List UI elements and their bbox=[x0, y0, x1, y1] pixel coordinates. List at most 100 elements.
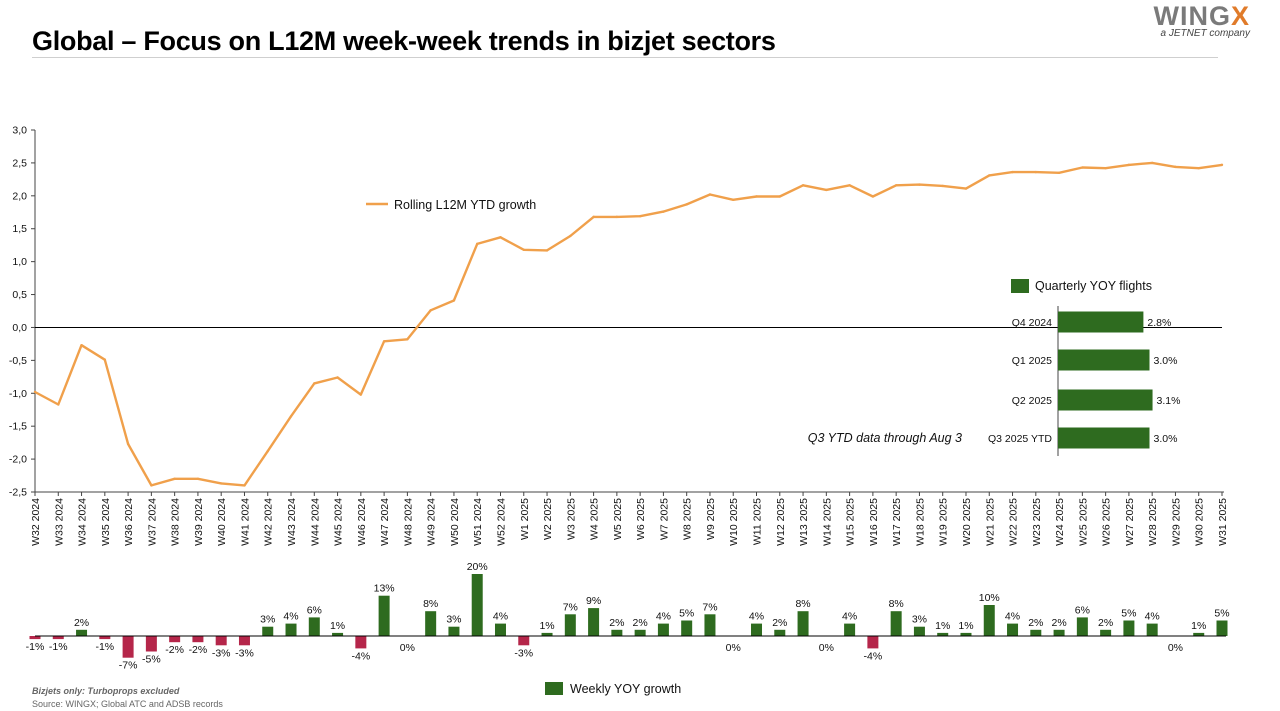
weekly-value-label: 0% bbox=[400, 642, 415, 654]
x-tick-label: W17 2025 bbox=[891, 498, 903, 546]
weekly-value-label: 4% bbox=[1005, 611, 1020, 623]
x-tick-label: W16 2025 bbox=[868, 498, 880, 546]
weekly-bar bbox=[704, 614, 716, 636]
line-point bbox=[150, 484, 153, 487]
legend-label-line: Rolling L12M YTD growth bbox=[394, 198, 536, 212]
weekly-value-label: -2% bbox=[189, 644, 208, 656]
line-point bbox=[569, 234, 572, 238]
x-tick-label: W42 2024 bbox=[263, 498, 275, 546]
footnote: Bizjets only: Turboprops excluded bbox=[32, 686, 180, 696]
line-point bbox=[894, 184, 898, 187]
weekly-bar bbox=[29, 636, 41, 640]
weekly-value-label: -4% bbox=[351, 650, 370, 662]
line-point bbox=[452, 299, 456, 302]
line-point bbox=[685, 203, 688, 206]
line-point bbox=[1034, 170, 1038, 174]
x-tick-label: W28 2025 bbox=[1147, 498, 1159, 546]
weekly-bar bbox=[844, 623, 856, 636]
line-point bbox=[313, 382, 316, 385]
line-point bbox=[289, 415, 293, 418]
x-tick-label: W12 2025 bbox=[775, 498, 787, 546]
line-point bbox=[126, 442, 130, 446]
line-point bbox=[545, 249, 549, 252]
weekly-bar bbox=[1123, 620, 1135, 636]
quarter-value-label: 3.0% bbox=[1154, 433, 1178, 445]
x-tick-label: W13 2025 bbox=[798, 498, 810, 546]
x-tick-label: W39 2024 bbox=[193, 498, 205, 546]
line-point bbox=[382, 340, 386, 343]
line-point bbox=[359, 393, 363, 396]
line-point bbox=[871, 195, 875, 198]
weekly-value-label: 5% bbox=[1214, 608, 1229, 620]
weekly-bar bbox=[169, 636, 181, 643]
weekly-value-label: 4% bbox=[749, 611, 764, 623]
weekly-bar bbox=[774, 629, 786, 636]
x-tick-label: W23 2025 bbox=[1031, 498, 1043, 546]
line-point bbox=[708, 193, 712, 196]
y-tick-label: 3,0 bbox=[12, 125, 27, 137]
weekly-bar bbox=[890, 611, 902, 636]
quarter-category-label: Q2 2025 bbox=[1012, 395, 1052, 407]
line-point bbox=[1174, 165, 1177, 169]
weekly-bar bbox=[425, 611, 437, 636]
x-tick-label: W6 2025 bbox=[635, 498, 647, 540]
weekly-bar bbox=[1007, 623, 1019, 636]
weekly-value-label: 9% bbox=[586, 595, 601, 607]
series-line-rolling-l12m bbox=[34, 161, 1223, 487]
legend-swatch-quarterly bbox=[1011, 279, 1029, 293]
x-tick-label: W31 2025 bbox=[1217, 498, 1229, 546]
weekly-bar bbox=[960, 632, 972, 636]
x-tick-label: W19 2025 bbox=[938, 498, 950, 546]
x-tick-label: W33 2024 bbox=[53, 498, 65, 546]
line-point bbox=[476, 242, 479, 246]
line-point bbox=[266, 449, 269, 453]
legend-swatch-weekly bbox=[545, 682, 563, 695]
x-tick-label: W40 2024 bbox=[216, 498, 228, 546]
line-point bbox=[243, 484, 246, 487]
x-tick-label: W50 2024 bbox=[449, 498, 461, 546]
weekly-value-label: 2% bbox=[1028, 617, 1043, 629]
weekly-value-label: 3% bbox=[912, 614, 927, 626]
y-tick-label: -1,0 bbox=[9, 388, 27, 400]
x-tick-label: W48 2024 bbox=[402, 498, 414, 546]
weekly-value-label: 6% bbox=[307, 604, 322, 616]
line-point bbox=[1081, 166, 1084, 169]
weekly-bar bbox=[145, 636, 157, 652]
x-tick-label: W8 2025 bbox=[682, 498, 694, 540]
weekly-value-label: 4% bbox=[1145, 611, 1160, 623]
weekly-bar bbox=[238, 636, 250, 646]
logo-tagline: a JETNET company bbox=[1160, 28, 1250, 39]
weekly-value-label: 13% bbox=[374, 583, 395, 595]
line-point bbox=[1127, 163, 1131, 167]
weekly-bar bbox=[215, 636, 227, 646]
line-point bbox=[1104, 166, 1107, 170]
line-point bbox=[1011, 170, 1014, 174]
weekly-bar bbox=[76, 629, 88, 636]
line-point bbox=[33, 390, 37, 394]
weekly-value-label: -7% bbox=[119, 660, 138, 672]
weekly-bar bbox=[983, 605, 995, 636]
weekly-value-label: 0% bbox=[1168, 642, 1183, 654]
line-point bbox=[592, 215, 595, 219]
x-tick-label: W15 2025 bbox=[845, 498, 857, 546]
weekly-value-label: -3% bbox=[514, 647, 533, 659]
quarter-category-label: Q1 2025 bbox=[1012, 355, 1052, 367]
weekly-value-label: 4% bbox=[493, 611, 508, 623]
y-tick-label: -2,0 bbox=[9, 454, 27, 466]
y-tick-label: 1,5 bbox=[12, 223, 27, 235]
y-tick-label: 2,5 bbox=[12, 157, 27, 169]
weekly-value-label: 3% bbox=[446, 614, 461, 626]
line-point bbox=[964, 187, 968, 190]
weekly-bar bbox=[378, 595, 390, 636]
quarter-bar bbox=[1058, 349, 1150, 371]
quarter-bar bbox=[1058, 427, 1150, 449]
line-point bbox=[80, 344, 83, 347]
weekly-value-label: 8% bbox=[795, 598, 810, 610]
weekly-value-label: 1% bbox=[958, 620, 973, 632]
x-tick-label: W38 2024 bbox=[170, 498, 182, 546]
weekly-value-label: 2% bbox=[74, 617, 89, 629]
weekly-value-label: 2% bbox=[1098, 617, 1113, 629]
weekly-bar bbox=[634, 629, 646, 636]
weekly-value-label: -1% bbox=[26, 641, 45, 653]
x-tick-label: W49 2024 bbox=[426, 498, 438, 546]
